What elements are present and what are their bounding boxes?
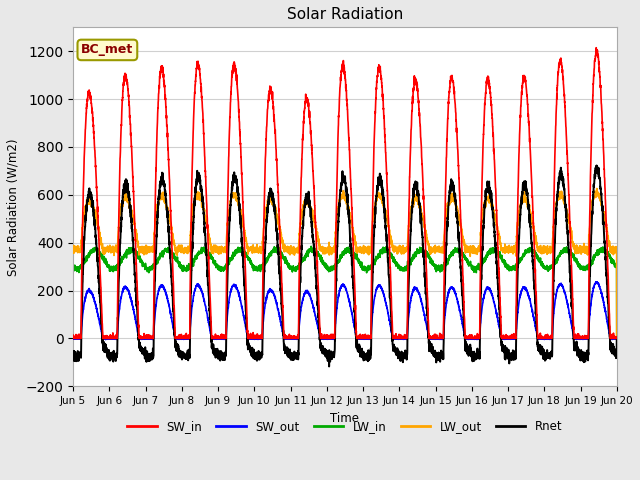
SW_in <box>69 336 77 341</box>
Legend: SW_in, SW_out, LW_in, LW_out, Rnet: SW_in, SW_out, LW_in, LW_out, Rnet <box>123 415 567 438</box>
LW_in <box>324 265 332 271</box>
SW_in <box>498 333 506 338</box>
Rnet <box>498 343 506 348</box>
LW_in <box>307 243 315 249</box>
Line: SW_in: SW_in <box>73 48 617 338</box>
Rnet <box>613 335 621 340</box>
SW_out <box>167 312 175 318</box>
SW_out <box>612 336 620 341</box>
LW_out <box>324 248 332 254</box>
SW_out <box>437 336 445 341</box>
SW_out <box>593 279 601 285</box>
SW_in <box>612 336 620 341</box>
LW_in <box>467 262 475 268</box>
LW_in <box>613 336 621 341</box>
LW_in <box>612 264 620 269</box>
SW_in <box>593 45 600 50</box>
LW_in <box>69 264 77 269</box>
SW_out <box>69 335 77 340</box>
LW_out <box>613 336 621 341</box>
LW_in <box>498 255 506 261</box>
Y-axis label: Solar Radiation (W/m2): Solar Radiation (W/m2) <box>7 138 20 276</box>
Title: Solar Radiation: Solar Radiation <box>287 7 403 22</box>
LW_out <box>69 246 77 252</box>
SW_out <box>498 335 506 341</box>
SW_out <box>467 336 475 341</box>
LW_in <box>437 267 445 273</box>
Text: BC_met: BC_met <box>81 43 134 57</box>
SW_out <box>102 337 109 343</box>
Rnet <box>467 346 475 352</box>
LW_out <box>593 186 600 192</box>
Line: LW_in: LW_in <box>73 246 617 338</box>
SW_out <box>613 336 621 342</box>
Line: LW_out: LW_out <box>73 189 617 338</box>
Rnet <box>437 352 445 358</box>
Rnet <box>325 363 333 369</box>
LW_out <box>167 222 175 228</box>
Rnet <box>167 261 175 266</box>
SW_in <box>324 335 332 341</box>
LW_out <box>612 247 620 252</box>
X-axis label: Time: Time <box>330 411 360 424</box>
Rnet <box>69 351 77 357</box>
LW_out <box>467 247 474 253</box>
Rnet <box>612 352 620 358</box>
Line: Rnet: Rnet <box>73 166 617 366</box>
Rnet <box>593 163 600 168</box>
SW_in <box>467 333 475 338</box>
Line: SW_out: SW_out <box>73 282 617 340</box>
SW_in <box>437 334 445 339</box>
SW_out <box>324 336 332 342</box>
LW_out <box>436 247 444 253</box>
SW_in <box>69 332 77 338</box>
SW_in <box>613 336 621 341</box>
LW_out <box>498 247 506 252</box>
Rnet <box>324 353 332 359</box>
LW_in <box>167 247 175 253</box>
SW_in <box>167 216 175 221</box>
